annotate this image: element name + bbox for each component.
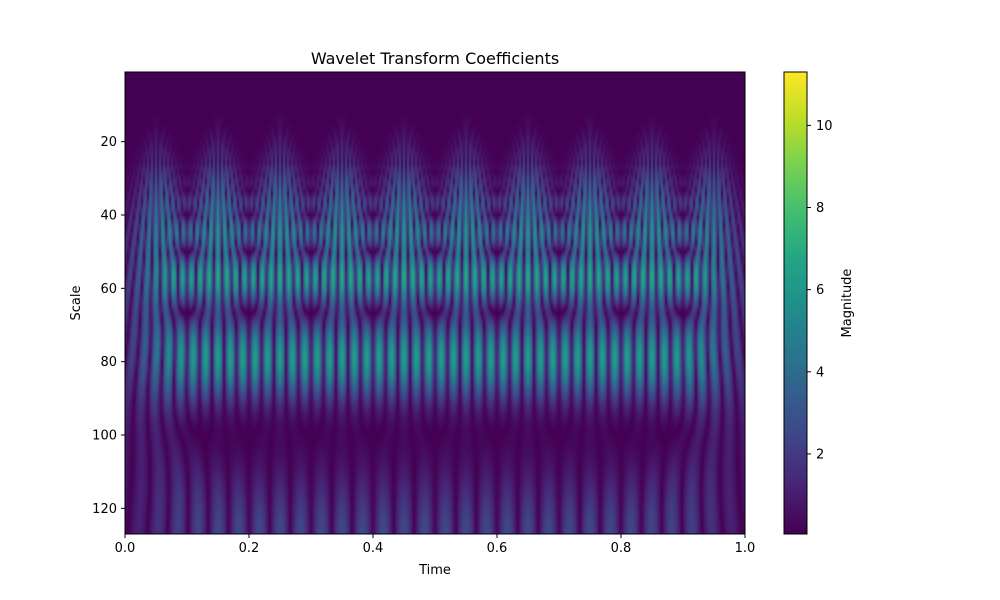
colorbar: 2 4 6 8 10 Magnitude	[784, 72, 855, 534]
x-tick-label: 0.6	[487, 541, 508, 556]
heatmap-image	[125, 72, 745, 534]
colorbar-tick-label: 8	[816, 201, 824, 216]
y-tick-label: 100	[92, 429, 117, 444]
colorbar-label: Magnitude	[840, 269, 855, 338]
colorbar-tick-label: 10	[816, 119, 833, 134]
y-tick-label: 20	[100, 135, 117, 150]
x-tick-label: 0.2	[239, 541, 260, 556]
plot-area	[125, 72, 745, 534]
chart-title: Wavelet Transform Coefficients	[311, 49, 559, 68]
colorbar-gradient	[784, 72, 807, 534]
x-tick-label: 1.0	[735, 541, 756, 556]
y-tick-label: 80	[100, 355, 117, 370]
y-axis-label: Scale	[69, 286, 84, 321]
y-tick-label: 40	[100, 209, 117, 224]
x-tick-label: 0.4	[363, 541, 384, 556]
x-tick-label: 0.0	[115, 541, 136, 556]
colorbar-tick-label: 6	[816, 283, 824, 298]
colorbar-tick-label: 4	[816, 365, 824, 380]
x-axis-label: Time	[418, 563, 451, 578]
y-tick-label: 120	[92, 502, 117, 517]
y-axis: 20 40 60 80 100 120	[92, 135, 125, 517]
colorbar-tick-label: 2	[816, 447, 824, 462]
x-tick-label: 0.8	[611, 541, 632, 556]
x-axis: 0.0 0.2 0.4 0.6 0.8 1.0	[115, 534, 756, 556]
y-tick-label: 60	[100, 282, 117, 297]
colorbar-ticks: 2 4 6 8 10	[807, 119, 833, 463]
